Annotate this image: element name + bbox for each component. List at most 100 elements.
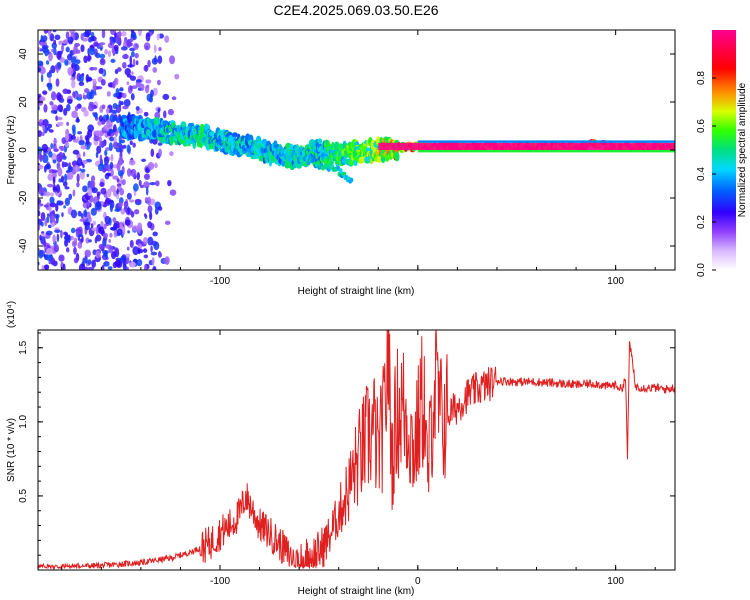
noise-blob	[164, 35, 170, 43]
noise-blob	[109, 232, 113, 238]
noise-blob	[145, 79, 152, 84]
noise-blob	[79, 218, 86, 222]
noise-blob	[70, 209, 78, 219]
noise-blob	[113, 44, 119, 51]
spectrogram-x-tick-label: 100	[607, 276, 624, 287]
noise-blob	[82, 185, 88, 193]
noise-blob	[66, 103, 71, 112]
noise-blob	[150, 245, 153, 253]
noise-blob	[129, 239, 134, 248]
noise-blob	[93, 130, 99, 136]
noise-blob	[87, 266, 95, 270]
noise-blob	[65, 247, 70, 253]
noise-blob	[42, 90, 48, 95]
noise-blob	[42, 35, 48, 42]
noise-blob	[76, 116, 80, 123]
noise-blob	[147, 161, 155, 170]
noise-blob	[61, 212, 64, 218]
noise-blob	[38, 210, 41, 217]
noise-blob	[143, 181, 150, 189]
noise-blob	[72, 91, 76, 98]
noise-blob	[45, 230, 53, 236]
noise-blob	[157, 142, 163, 146]
noise-blob	[143, 65, 149, 72]
noise-blob	[62, 180, 68, 187]
noise-blob	[118, 30, 122, 39]
noise-blob	[43, 120, 48, 128]
noise-blob	[64, 235, 69, 243]
noise-blob	[163, 110, 167, 119]
noise-blob	[134, 198, 142, 203]
noise-blob	[98, 42, 106, 46]
noise-blob	[39, 66, 46, 75]
noise-blob	[132, 142, 136, 148]
noise-blob	[63, 108, 68, 116]
spectrogram-marks	[38, 30, 675, 270]
noise-blob	[42, 124, 46, 133]
noise-blob	[72, 149, 80, 155]
noise-blob	[38, 203, 41, 211]
noise-blob	[58, 121, 64, 127]
noise-blob	[47, 224, 52, 229]
noise-blob	[169, 189, 177, 196]
noise-blob	[126, 192, 132, 200]
noise-blob	[124, 253, 131, 258]
spectral-cell	[365, 147, 371, 152]
noise-blob	[112, 175, 119, 180]
noise-blob	[158, 206, 163, 211]
noise-blob	[157, 55, 163, 64]
noise-blob	[137, 247, 141, 255]
noise-blob	[104, 197, 112, 205]
noise-blob	[84, 221, 90, 231]
noise-blob	[145, 186, 149, 196]
noise-blob	[150, 89, 154, 98]
noise-blob	[143, 236, 148, 245]
noise-blob	[59, 57, 66, 64]
noise-blob	[133, 183, 139, 192]
noise-blob	[87, 129, 93, 138]
noise-blob	[58, 178, 63, 183]
noise-blob	[80, 213, 84, 219]
noise-blob	[50, 91, 57, 101]
noise-blob	[75, 59, 81, 65]
noise-blob	[128, 159, 136, 166]
noise-blob	[103, 252, 107, 257]
noise-blob	[54, 34, 61, 41]
noise-blob	[71, 79, 76, 89]
noise-blob	[84, 249, 91, 258]
noise-blob	[108, 128, 114, 134]
noise-blob	[61, 43, 64, 53]
noise-blob	[171, 96, 177, 101]
noise-blob	[73, 246, 77, 255]
noise-blob	[53, 39, 57, 45]
noise-blob	[93, 42, 99, 47]
noise-blob	[46, 71, 52, 78]
noise-blob	[130, 168, 137, 177]
noise-blob	[92, 220, 97, 226]
noise-blob	[67, 36, 74, 44]
noise-blob	[131, 71, 134, 75]
noise-blob	[55, 214, 59, 224]
noise-blob	[85, 237, 90, 244]
noise-blob	[158, 47, 162, 52]
noise-blob	[66, 172, 74, 180]
noise-blob	[151, 257, 155, 266]
noise-blob	[52, 142, 57, 152]
noise-blob	[55, 184, 61, 193]
noise-blob	[119, 221, 123, 229]
noise-blob	[48, 52, 53, 62]
noise-blob	[98, 226, 105, 235]
noise-blob	[51, 48, 54, 53]
noise-blob	[87, 187, 93, 197]
noise-blob	[118, 134, 122, 145]
noise-blob	[130, 93, 135, 101]
noise-blob	[109, 36, 113, 46]
noise-blob	[38, 223, 41, 231]
noise-blob	[87, 47, 90, 56]
noise-blob	[57, 167, 63, 177]
noise-blob	[105, 147, 111, 151]
noise-blob	[106, 172, 112, 177]
noise-blob	[122, 105, 129, 110]
noise-blob	[40, 233, 47, 237]
snr-y-tick-label: 0.5	[18, 489, 29, 503]
